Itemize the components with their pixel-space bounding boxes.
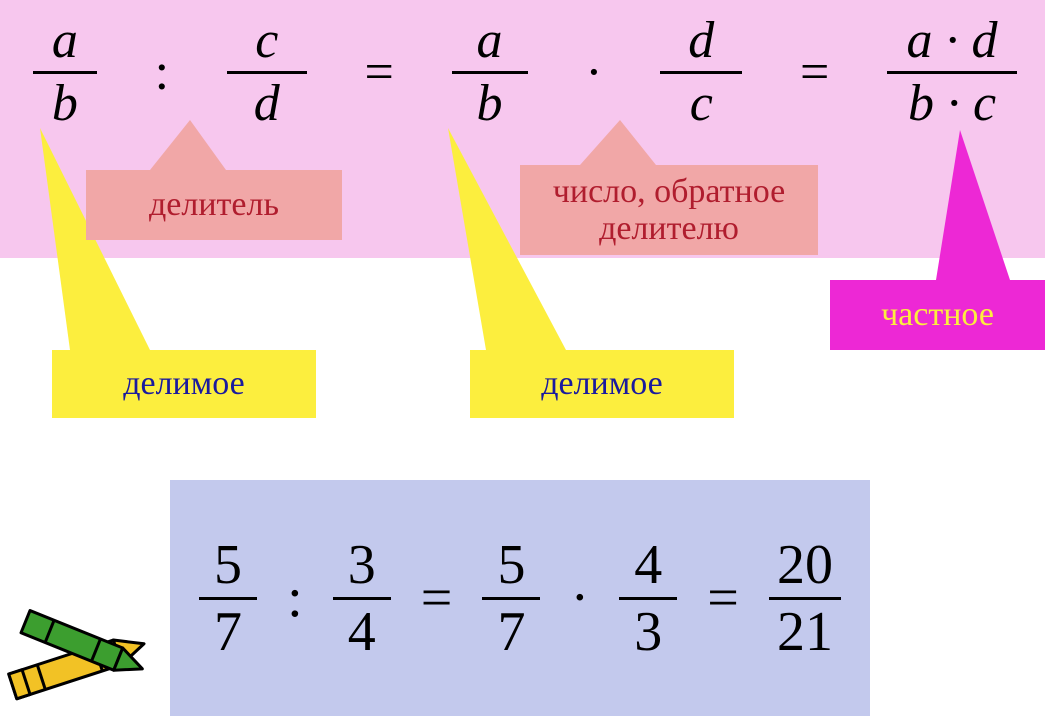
fraction-bar: [482, 597, 540, 600]
operator: =: [695, 566, 751, 630]
fraction-bar: [887, 71, 1017, 74]
formula-example: 57:34=57·43=2021: [190, 498, 850, 698]
fraction-bar: [769, 597, 841, 600]
callout-label: число, обратное делителю: [520, 165, 818, 255]
fraction-bar: [619, 597, 677, 600]
fraction-denominator: 4: [342, 604, 382, 660]
operator: ·: [559, 566, 602, 630]
fraction-denominator: 3: [628, 604, 668, 660]
crayons-clipart: [0, 600, 170, 720]
fraction-denominator: 7: [208, 604, 248, 660]
callout-label: делитель: [86, 170, 342, 240]
fraction-denominator: b: [46, 78, 84, 130]
callout-divider: делитель: [86, 120, 342, 240]
fraction-numerator: 20: [771, 537, 839, 593]
formula-abstract: ab:cd=ab·dc=a · db · c: [10, 6, 1040, 138]
operator: :: [143, 43, 181, 102]
callout-inverse: число, обратное делителю: [520, 120, 818, 255]
fraction-numerator: d: [682, 15, 720, 67]
fraction-numerator: a: [46, 15, 84, 67]
fraction-bar: [452, 71, 528, 74]
operator: ·: [573, 43, 614, 102]
fraction-numerator: a · d: [901, 15, 1004, 67]
fraction-bar: [33, 71, 97, 74]
callout-quotient: частное: [830, 130, 1045, 350]
fraction-numerator: a: [471, 15, 509, 67]
fraction-numerator: 3: [342, 537, 382, 593]
fraction-bar: [333, 597, 391, 600]
fraction-bar: [660, 71, 742, 74]
callout-label: делимое: [52, 350, 316, 418]
fraction-denominator: b: [471, 78, 509, 130]
fraction-bar: [227, 71, 307, 74]
fraction-denominator: 7: [491, 604, 531, 660]
callout-label: делимое: [470, 350, 734, 418]
operator: :: [275, 566, 315, 630]
fraction-denominator: 21: [771, 604, 839, 660]
callout-label: частное: [830, 280, 1045, 350]
fraction-numerator: 5: [491, 537, 531, 593]
operator: =: [409, 566, 465, 630]
crayons-svg: [0, 600, 170, 720]
fraction-numerator: c: [249, 15, 284, 67]
fraction-bar: [199, 597, 257, 600]
fraction-numerator: 5: [208, 537, 248, 593]
fraction-numerator: 4: [628, 537, 668, 593]
operator: =: [352, 43, 405, 102]
fraction-denominator: b · c: [902, 78, 1002, 130]
operator: =: [788, 43, 841, 102]
